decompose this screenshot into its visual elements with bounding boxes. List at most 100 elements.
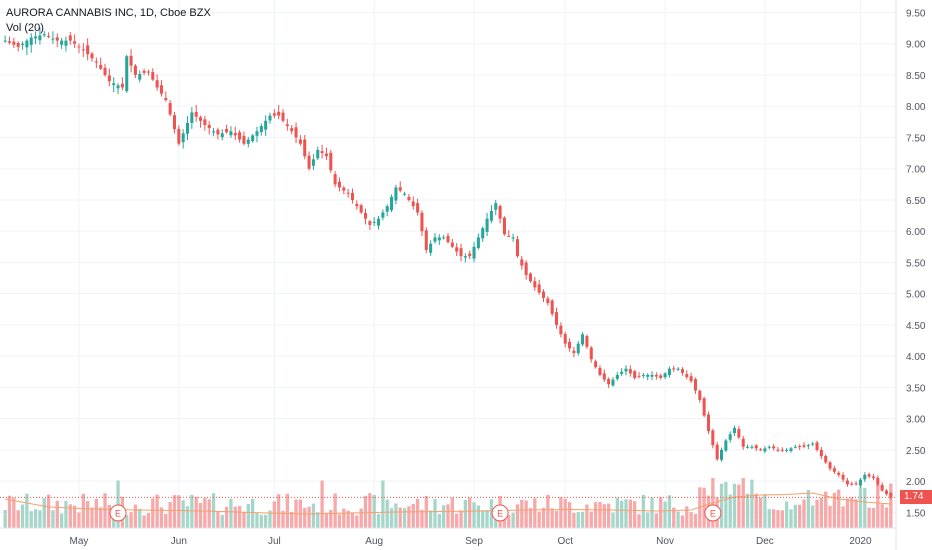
- candle-body: [850, 483, 854, 485]
- candle-body: [724, 440, 728, 451]
- volume-bar: [537, 511, 541, 528]
- candle-body: [125, 56, 129, 92]
- candle-body: [229, 131, 233, 136]
- volume-bar: [767, 508, 771, 528]
- candle-body: [498, 205, 502, 219]
- volume-bar: [372, 494, 376, 528]
- volume-bar: [272, 501, 276, 528]
- candle-body: [159, 85, 163, 94]
- candle-body: [489, 210, 493, 221]
- volume-bar: [546, 494, 550, 528]
- volume-bar: [884, 507, 889, 528]
- volume-bar: [68, 504, 72, 528]
- volume-bar: [667, 495, 672, 528]
- volume-bar: [624, 499, 628, 528]
- volume-bar: [780, 510, 784, 528]
- candle-body: [676, 368, 680, 370]
- candle-body: [129, 55, 133, 66]
- candle-body: [793, 446, 797, 448]
- y-tick-label: 6.00: [906, 227, 926, 238]
- volume-bar: [732, 483, 737, 528]
- earnings-marker[interactable]: [109, 504, 127, 522]
- volume-bar: [837, 489, 841, 528]
- volume-bar: [233, 506, 237, 528]
- candle-body: [359, 205, 363, 213]
- candle-body: [785, 449, 789, 451]
- candle-body: [828, 462, 832, 469]
- earnings-marker[interactable]: [491, 504, 509, 522]
- volume-bar: [867, 507, 871, 528]
- volume-bar: [411, 503, 415, 528]
- volume-bar: [737, 484, 741, 528]
- candle-body: [3, 40, 7, 42]
- candle-body: [333, 174, 337, 185]
- x-tick-label: Nov: [656, 536, 674, 547]
- candle-body: [446, 235, 450, 243]
- y-tick-label: 4.00: [906, 352, 926, 363]
- volume-bar: [633, 501, 637, 528]
- volume-bar: [250, 498, 255, 528]
- volume-bar: [324, 513, 329, 528]
- candle-body: [363, 212, 368, 219]
- candle-body: [550, 300, 554, 314]
- volume-bar: [606, 503, 611, 528]
- candle-body: [806, 445, 810, 447]
- volume-bar: [585, 504, 589, 528]
- candle-body: [733, 428, 737, 434]
- candle-body: [824, 456, 828, 463]
- volume-bar: [611, 512, 615, 528]
- volume-bar: [320, 480, 324, 528]
- y-tick-label: 9.00: [906, 40, 926, 51]
- x-tick-label: May: [70, 536, 89, 547]
- candle-body: [90, 53, 94, 59]
- candle-body: [481, 228, 485, 239]
- candle-body: [620, 371, 624, 374]
- candle-body: [12, 41, 16, 45]
- volume-bar: [29, 511, 33, 528]
- volume-bar: [359, 508, 363, 528]
- volume-bar: [407, 506, 411, 528]
- volume-bar: [728, 494, 732, 528]
- candle-body: [685, 374, 689, 377]
- candle-body: [207, 124, 211, 129]
- volume-bar: [203, 497, 207, 528]
- candle-body: [120, 83, 124, 88]
- candle-body: [581, 334, 585, 345]
- volume-indicator-label[interactable]: Vol (20): [6, 22, 44, 34]
- volume-bar: [381, 480, 385, 528]
- volume-bar: [207, 499, 211, 528]
- volume-bar: [572, 512, 576, 528]
- volume-bar: [259, 514, 263, 528]
- symbol-title[interactable]: AURORA CANNABIS INC, 1D, Cboe BZX: [6, 7, 211, 19]
- x-tick-label: 2020: [849, 536, 872, 547]
- candle-body: [281, 112, 285, 121]
- candle-body: [346, 192, 350, 194]
- volume-bar: [268, 510, 272, 528]
- candle-body: [194, 112, 198, 117]
- candle-body: [780, 449, 784, 451]
- candle-body: [355, 203, 359, 207]
- candle-body: [633, 371, 637, 379]
- candle-body: [38, 35, 42, 41]
- volume-bar: [741, 478, 745, 528]
- candle-body: [641, 374, 645, 376]
- candle-body: [598, 367, 602, 375]
- candle-body: [403, 193, 407, 195]
- candle-body: [77, 46, 81, 48]
- volume-bar: [220, 515, 224, 528]
- volume-bar: [420, 509, 424, 528]
- candle-body: [854, 483, 858, 485]
- volume-bar: [541, 507, 546, 528]
- earnings-marker[interactable]: [704, 504, 722, 522]
- volume-bar: [242, 511, 246, 528]
- volume-bar: [224, 506, 229, 528]
- volume-bar: [316, 512, 320, 528]
- volume-bar: [86, 501, 90, 528]
- volume-bar: [20, 504, 25, 528]
- candle-body: [711, 430, 715, 446]
- x-tick-label: Dec: [756, 536, 774, 547]
- candle-body: [277, 111, 281, 116]
